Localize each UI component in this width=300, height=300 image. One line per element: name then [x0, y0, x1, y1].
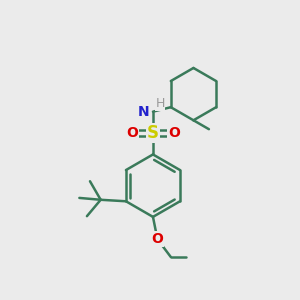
Text: S: S — [147, 124, 159, 142]
Text: O: O — [152, 232, 164, 246]
Text: O: O — [126, 126, 138, 140]
Text: H: H — [155, 97, 165, 110]
Text: N: N — [138, 105, 149, 119]
Text: O: O — [168, 126, 180, 140]
